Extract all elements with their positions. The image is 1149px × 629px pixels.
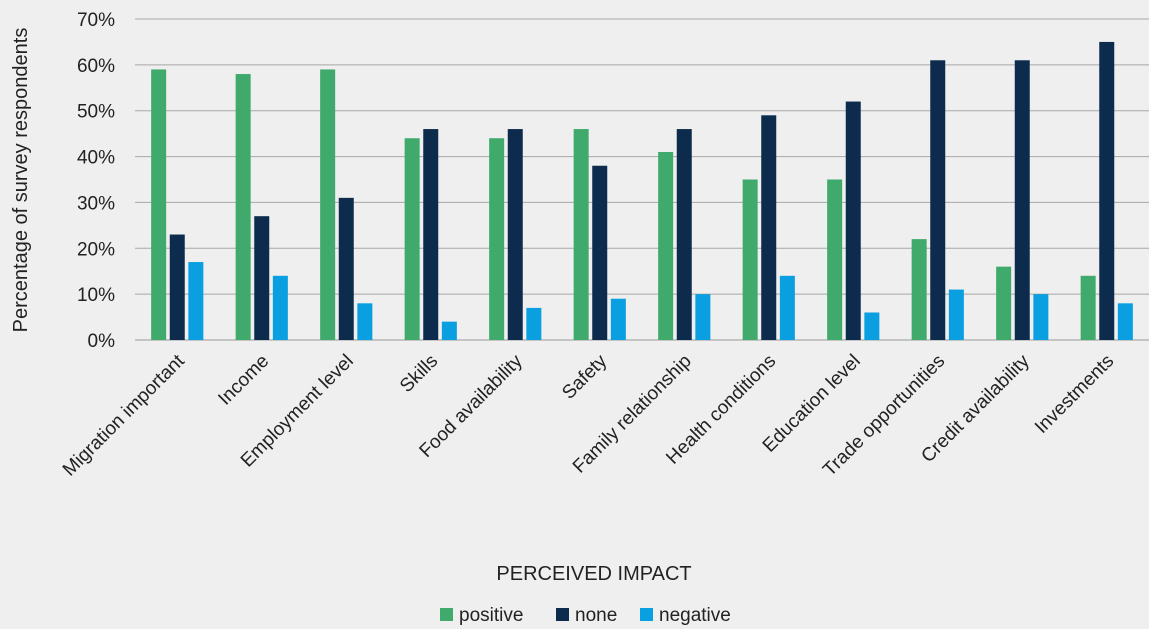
x-category-label: Investments	[1031, 351, 1118, 438]
bar-negative	[610, 298, 626, 340]
bar-positive	[658, 151, 674, 340]
y-axis-title: Percentage of survey respondents	[10, 28, 32, 333]
bar-negative	[441, 321, 457, 340]
legend-swatch-negative	[640, 608, 653, 621]
bar-negative	[1033, 294, 1049, 340]
bar-none	[930, 60, 946, 341]
bar-positive	[742, 179, 758, 340]
bar-none	[507, 129, 523, 340]
bar-negative	[948, 289, 964, 340]
y-tick-label: 60%	[77, 56, 115, 77]
bar-positive	[489, 138, 505, 340]
legend-swatch-positive	[440, 608, 453, 621]
bar-none	[845, 101, 861, 341]
x-category-label: Migration important	[59, 350, 189, 480]
legend-label-negative: negative	[659, 605, 731, 626]
legend: positive none negative	[440, 605, 731, 626]
legend-label-positive: positive	[459, 605, 523, 626]
bar-negative	[526, 307, 542, 340]
bar-positive	[235, 74, 251, 341]
bar-none	[761, 115, 777, 340]
bar-positive	[996, 266, 1012, 340]
bar-positive	[911, 239, 927, 340]
y-tick-label: 70%	[77, 10, 115, 31]
bar-negative	[272, 275, 288, 340]
y-tick-label: 0%	[88, 331, 116, 352]
legend-swatch-none	[556, 608, 569, 621]
x-category-label: Income	[214, 351, 273, 410]
bar-positive	[320, 69, 336, 340]
bar-none	[676, 129, 692, 340]
bar-positive	[404, 138, 420, 340]
bar-negative	[1117, 303, 1133, 340]
bar-none	[338, 197, 354, 340]
bar-none	[254, 216, 270, 340]
bar-negative	[188, 262, 204, 340]
bar-negative	[695, 294, 711, 340]
y-tick-label: 40%	[77, 148, 115, 169]
y-tick-label: 50%	[77, 102, 115, 123]
x-category-label: Skills	[396, 351, 442, 397]
bar-positive	[151, 69, 167, 340]
bar-none	[1014, 60, 1030, 341]
bar-none	[169, 234, 185, 340]
x-axis-title: PERCEIVED IMPACT	[496, 563, 691, 585]
legend-label-none: none	[575, 605, 617, 626]
gridlines	[135, 18, 1149, 341]
bar-positive	[1080, 275, 1096, 340]
bar-none	[1099, 41, 1115, 341]
bar-none	[423, 129, 439, 340]
y-axis-ticks: 0% 10% 20% 30% 40% 50% 60% 70%	[77, 10, 115, 352]
bar-negative	[864, 312, 880, 340]
bar-negative	[779, 275, 795, 340]
y-tick-label: 30%	[77, 193, 115, 214]
bar-positive	[573, 129, 589, 340]
y-tick-label: 10%	[77, 285, 115, 306]
bar-positive	[827, 179, 843, 340]
bars	[151, 41, 1133, 341]
y-tick-label: 20%	[77, 239, 115, 260]
x-category-label: Safety	[558, 350, 611, 403]
bar-negative	[357, 303, 373, 340]
bar-none	[592, 165, 608, 340]
